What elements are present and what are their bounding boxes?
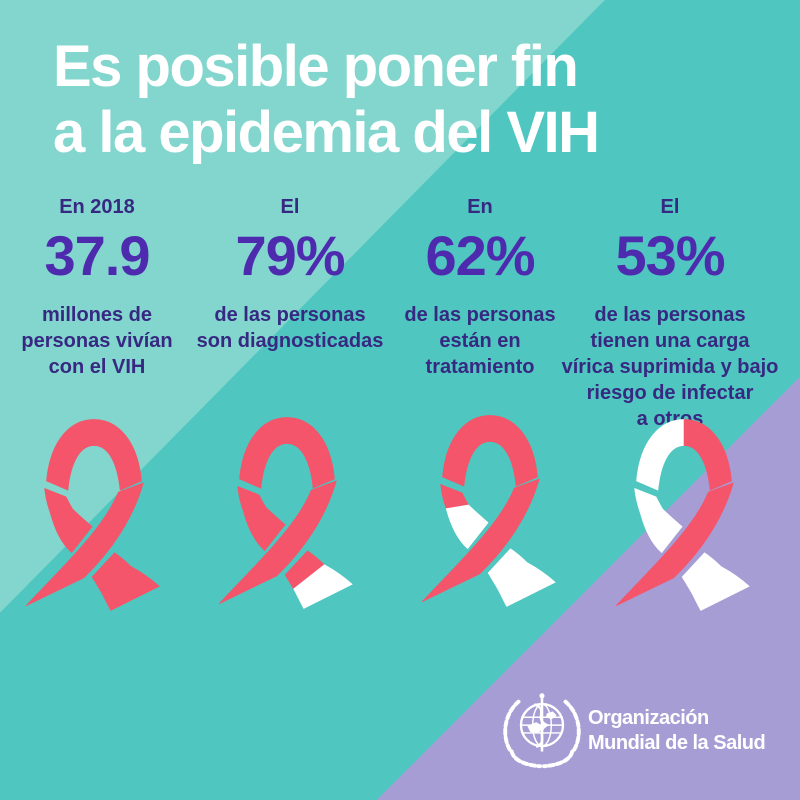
stat-col-people-living-with-hiv: En 2018 37.9 millones de personas vivían… (0, 196, 194, 380)
awareness-ribbon-icon (615, 419, 750, 611)
page-title: Es posible poner fin a la epidemia del V… (53, 34, 600, 165)
who-org-name-line2: Mundial de la Salud (588, 732, 766, 754)
stat-value: 79% (235, 224, 345, 287)
stat-col-diagnosed: El 79% de las personas son diagnosticada… (180, 196, 400, 354)
stat-value: 62% (425, 224, 535, 287)
who-emblem-icon (503, 693, 581, 769)
stat-label: En 2018 (59, 196, 135, 218)
stat-col-on-treatment: En 62% de las personas están en tratamie… (370, 196, 590, 380)
stat-description: de las personas están en tratamiento (404, 304, 556, 378)
stat-label: El (280, 196, 300, 218)
stat-value: 53% (615, 224, 725, 287)
stat-label: En (467, 196, 493, 218)
stat-label: El (660, 196, 680, 218)
awareness-ribbon-icon (421, 415, 556, 607)
stat-description: de las personas tienen una carga vírica … (561, 304, 779, 430)
stat-col-virally-suppressed: El 53% de las personas tienen una carga … (545, 196, 795, 432)
stat-value: 37.9 (44, 224, 151, 287)
stat-description: de las personas son diagnosticadas (196, 304, 384, 352)
stat-description: millones de personas vivían con el VIH (21, 304, 173, 378)
awareness-ribbon-icon (218, 417, 353, 609)
awareness-ribbon-icon (25, 419, 160, 611)
who-footer: Organización Mundial de la Salud (498, 686, 798, 782)
who-org-name-line1: Organización (588, 707, 709, 729)
